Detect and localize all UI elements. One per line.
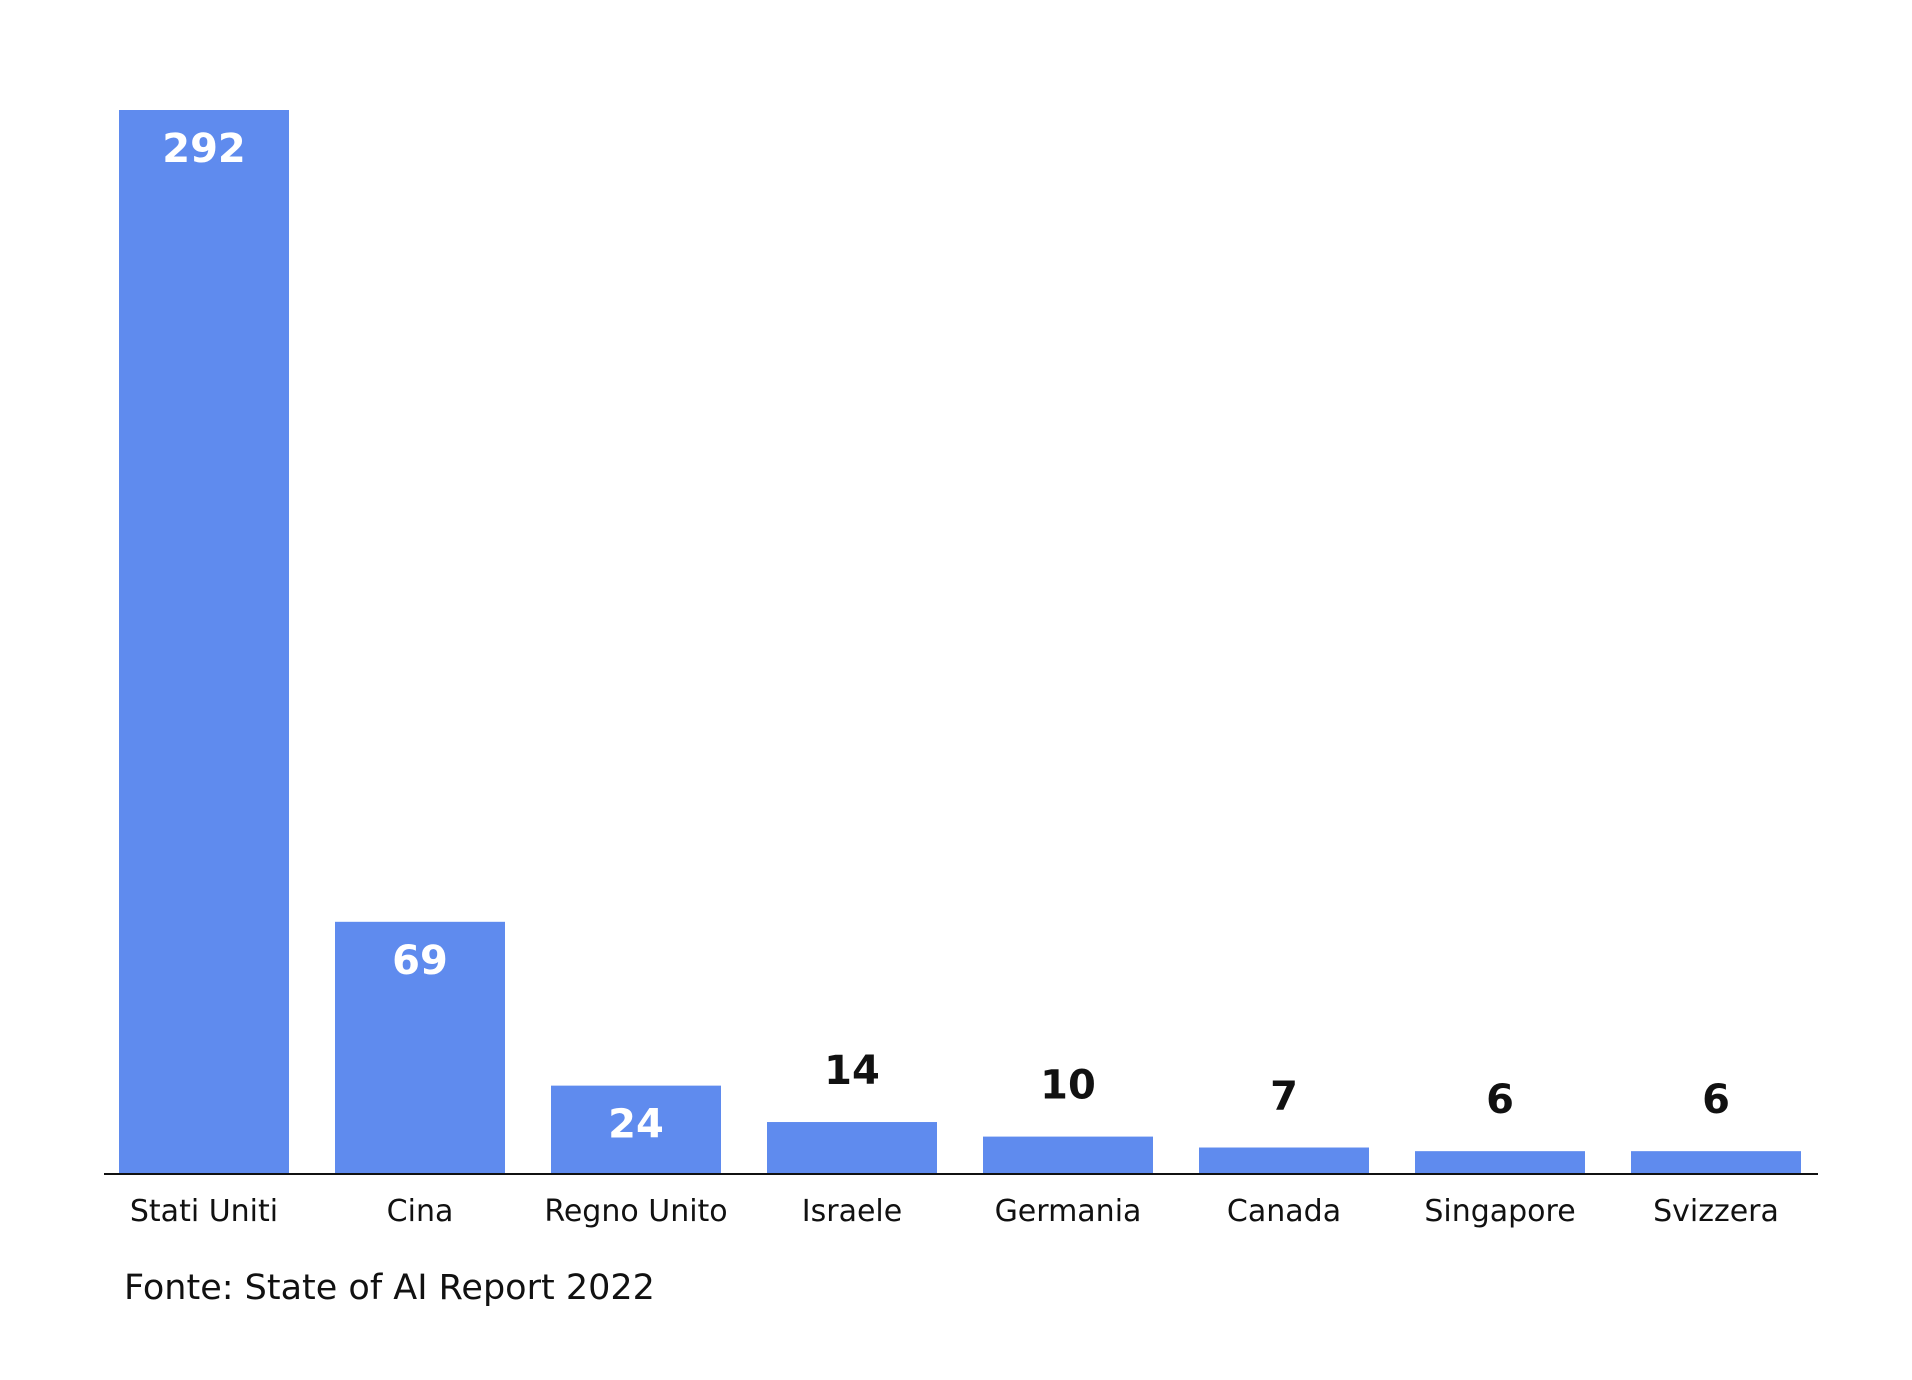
bar-germania: [983, 1136, 1153, 1173]
bar-canada: [1199, 1147, 1369, 1173]
value-label-singapore: 6: [1486, 1077, 1514, 1123]
bar-regno-unito: [551, 1085, 721, 1173]
source-note: Fonte: State of AI Report 2022: [124, 1268, 655, 1308]
tick-label-svizzera: Svizzera: [1653, 1194, 1779, 1229]
value-label-cina: 69: [392, 938, 448, 984]
value-labels-layer: 292 69 24 14 10 7 6 6: [162, 126, 1730, 1148]
value-label-regno-unito: 24: [608, 1102, 664, 1148]
bar-cina: [335, 921, 505, 1173]
bar-singapore: [1415, 1151, 1585, 1173]
tick-label-canada: Canada: [1227, 1194, 1341, 1229]
tick-label-israele: Israele: [802, 1194, 902, 1229]
value-label-svizzera: 6: [1702, 1077, 1730, 1123]
bar-stati-uniti: [119, 110, 289, 1173]
value-label-canada: 7: [1270, 1074, 1298, 1120]
tick-label-stati-uniti: Stati Uniti: [130, 1194, 278, 1229]
tick-labels-layer: Stati Uniti Cina Regno Unito Israele Germani…: [130, 1194, 1779, 1229]
tick-label-germania: Germania: [995, 1194, 1142, 1229]
value-label-stati-uniti: 292: [162, 126, 246, 172]
bar-svizzera: [1631, 1151, 1801, 1173]
bars-layer: [119, 110, 1801, 1173]
tick-label-cina: Cina: [387, 1194, 454, 1229]
value-label-israele: 14: [824, 1048, 880, 1094]
value-label-germania: 10: [1040, 1063, 1096, 1109]
tick-label-regno-unito: Regno Unito: [544, 1194, 727, 1229]
bar-israele: [767, 1122, 937, 1173]
tick-label-singapore: Singapore: [1424, 1194, 1575, 1229]
